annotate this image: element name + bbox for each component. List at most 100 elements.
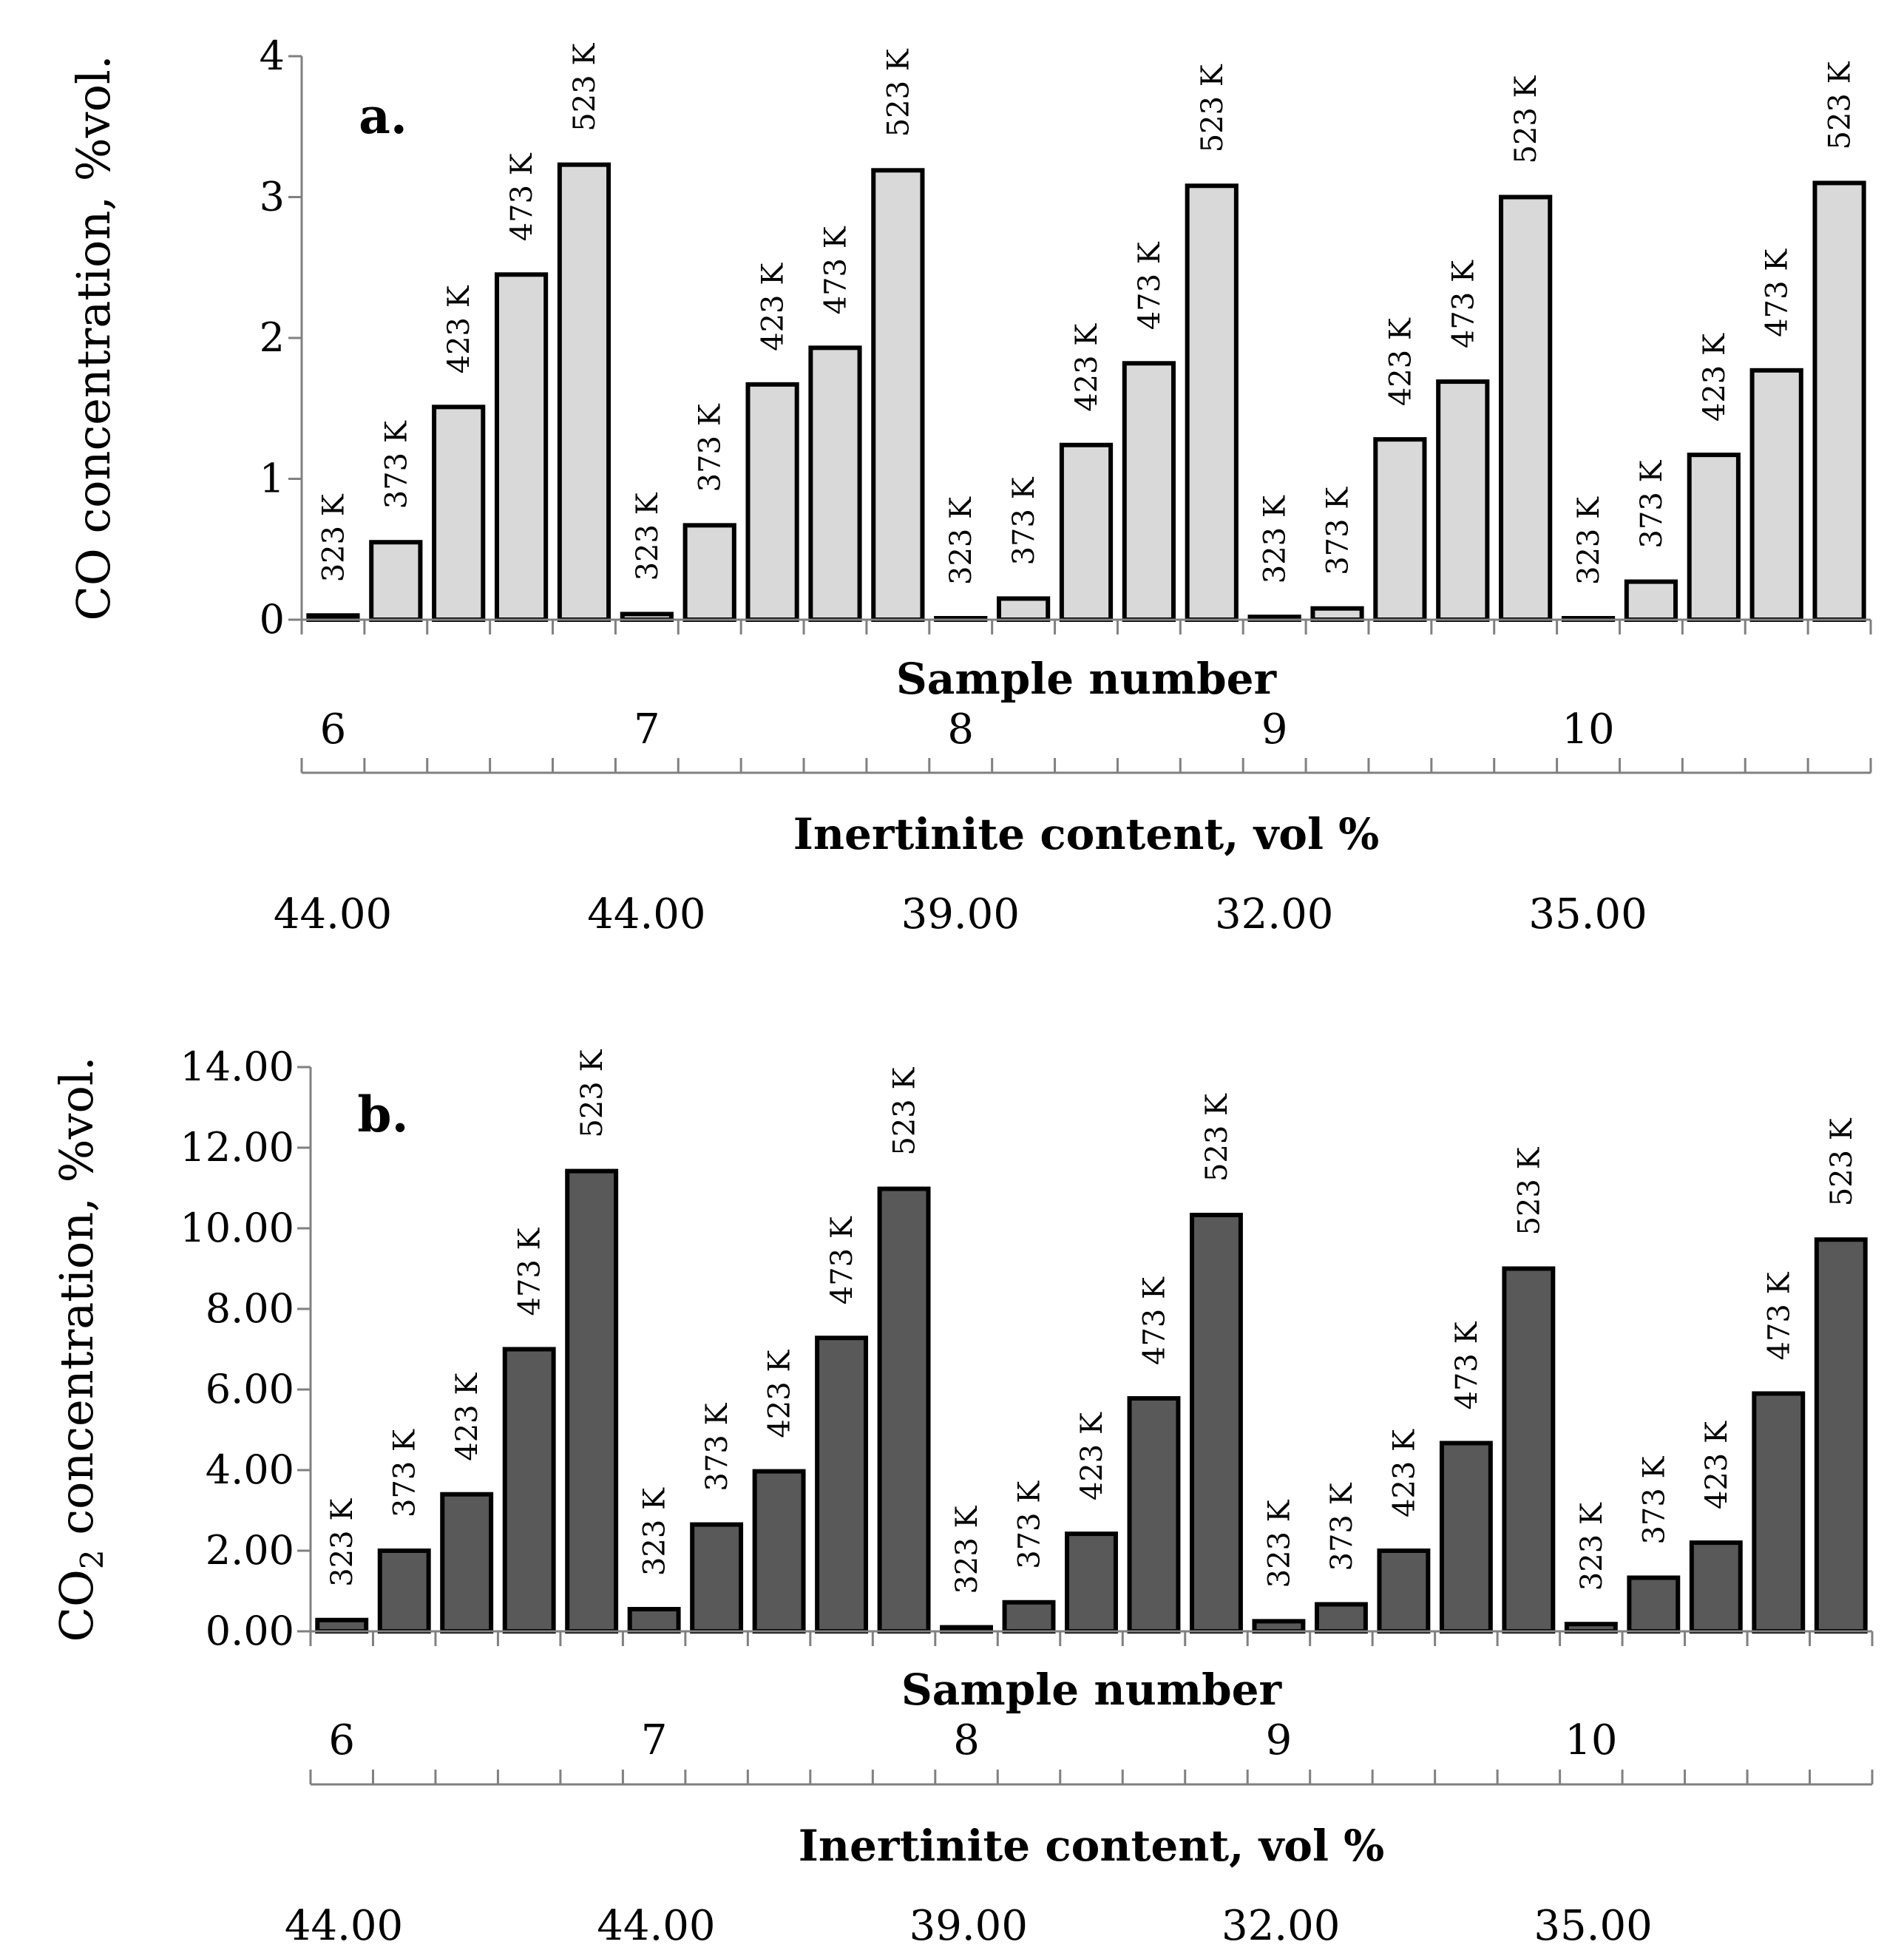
bar-category-label: 523 K <box>1823 61 1857 149</box>
bar-category-label: 423 K <box>450 1372 484 1461</box>
bar <box>1439 1441 1493 1634</box>
y-tick-label: 2 <box>260 314 285 361</box>
sample-axis-title: Sample number <box>901 1665 1283 1715</box>
bar-category-label: 523 K <box>1200 1093 1234 1182</box>
bar <box>871 168 925 622</box>
y-axis-title-rest: concentration, %vol. <box>50 1057 104 1550</box>
inertinite-label: 39.00 <box>909 1902 1028 1950</box>
inertinite-axis-title: Inertinite content, vol % <box>799 1821 1385 1871</box>
bar <box>1627 1575 1681 1634</box>
bar-category-label: 323 K <box>1575 1502 1609 1591</box>
bar <box>1812 180 1866 622</box>
chart-panel-b: 0.00 2.00 4.00 6.00 8.00 10.00 12.00 14.00 323 K… <box>50 1043 1874 1950</box>
sample-label: 6 <box>320 705 347 754</box>
bar <box>1252 1619 1306 1634</box>
sample-label: 9 <box>1261 705 1288 754</box>
bar <box>1122 361 1176 622</box>
sample-label: 6 <box>328 1716 355 1764</box>
bar-category-label: 473 K <box>1761 248 1795 337</box>
y-tick-label: 8.00 <box>206 1285 294 1332</box>
y-tick-label: 10.00 <box>180 1205 294 1251</box>
sample-label: 10 <box>1562 705 1614 754</box>
y-tick-label: 14.00 <box>180 1043 294 1090</box>
bar <box>690 1522 744 1634</box>
inertinite-label: 44.00 <box>597 1902 715 1950</box>
bar <box>745 382 799 622</box>
bar-category-label: 473 K <box>505 152 539 241</box>
bar-category-label: 523 K <box>1196 64 1230 152</box>
sample-label: 7 <box>634 705 660 754</box>
bar <box>1059 442 1114 623</box>
bar-category-label: 473 K <box>1446 260 1480 348</box>
bar <box>1689 1540 1743 1634</box>
sample-label: 8 <box>953 1716 980 1764</box>
bar <box>1314 1602 1368 1634</box>
bar-category-label: 523 K <box>888 1067 922 1156</box>
bar <box>1065 1531 1118 1634</box>
bar-category-label: 323 K <box>1572 496 1606 585</box>
bar <box>682 523 736 622</box>
bar <box>997 596 1051 622</box>
bar <box>494 272 549 622</box>
bar <box>1127 1395 1181 1634</box>
bar <box>369 540 423 622</box>
bar-category-label: 423 K <box>1698 333 1732 422</box>
sample-label: 10 <box>1565 1716 1617 1764</box>
y-axis-title-main: CO <box>50 1569 104 1642</box>
bar <box>627 1607 681 1634</box>
y-tick-label: 0.00 <box>206 1608 294 1654</box>
bar <box>752 1469 806 1634</box>
bar-category-label: 423 K <box>1075 1412 1109 1500</box>
inertinite-axis-title: Inertinite content, vol % <box>793 809 1380 859</box>
panel-label: b. <box>357 1086 408 1143</box>
bar-category-label: 323 K <box>1262 1499 1296 1588</box>
panel-label: a. <box>359 87 407 145</box>
y-tick-label: 4 <box>260 33 285 79</box>
inertinite-label: 32.00 <box>1215 890 1333 938</box>
y-tick-label: 4.00 <box>206 1446 294 1493</box>
y-tick-label: 1 <box>260 456 285 502</box>
bar-category-label: 423 K <box>1700 1421 1734 1509</box>
inertinite-label: 35.00 <box>1528 890 1647 938</box>
bar <box>1185 183 1239 622</box>
bar-category-label: 423 K <box>1387 1429 1421 1517</box>
sample-label: 8 <box>947 705 974 754</box>
bar-category-label: 473 K <box>825 1216 859 1304</box>
bar <box>877 1186 931 1634</box>
bar-category-label: 373 K <box>1013 1480 1047 1569</box>
bar <box>1190 1213 1243 1634</box>
bar-category-label: 523 K <box>575 1049 609 1138</box>
y-tick-label: 0 <box>260 596 285 643</box>
bar-category-label: 473 K <box>1762 1271 1796 1360</box>
y-axis-title-subscript: 2 <box>74 1549 110 1569</box>
inertinite-label: 35.00 <box>1534 1902 1652 1950</box>
bar-category-label: 373 K <box>700 1403 734 1492</box>
bar-category-label: 473 K <box>819 226 853 314</box>
bar <box>808 345 862 622</box>
bar-category-label: 373 K <box>1637 1455 1671 1544</box>
bar <box>1752 1391 1806 1634</box>
bar-category-label: 523 K <box>1509 75 1543 163</box>
sample-axis-title: Sample number <box>896 654 1278 704</box>
bar <box>1436 379 1490 622</box>
bar <box>1499 194 1553 622</box>
inertinite-label: 44.00 <box>274 890 392 938</box>
bar-category-label: 323 K <box>1258 495 1293 583</box>
bar-category-label: 323 K <box>944 496 978 585</box>
bar-category-label: 373 K <box>694 403 728 492</box>
inertinite-label: 39.00 <box>901 890 1020 938</box>
bar-category-label: 323 K <box>950 1505 984 1594</box>
bar-category-label: 323 K <box>631 492 665 581</box>
y-tick-label: 2.00 <box>206 1527 294 1574</box>
bar-category-label: 423 K <box>1383 317 1417 406</box>
bar <box>1624 579 1678 623</box>
bar-category-label: 473 K <box>1450 1321 1484 1409</box>
y-tick-label: 12.00 <box>180 1124 294 1171</box>
chart-panel-a: 0 1 2 3 4 323 K 373 K 423 K 473 K 523 K 323 K 373 K… <box>67 33 1872 938</box>
bar-category-label: 323 K <box>316 493 350 582</box>
bar <box>565 1168 619 1634</box>
bar <box>1373 437 1427 622</box>
y-tick-label: 3 <box>260 174 285 220</box>
bar-category-label: 323 K <box>638 1487 672 1576</box>
